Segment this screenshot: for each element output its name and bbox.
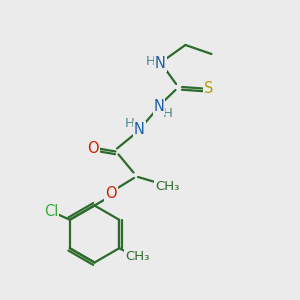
Text: O: O [105,186,117,201]
Text: H: H [163,106,173,120]
Text: N: N [155,56,166,71]
Text: N: N [154,99,164,114]
Text: CH₃: CH₃ [155,180,179,193]
Text: O: O [87,141,99,156]
Text: Cl: Cl [44,204,58,219]
Text: H: H [125,116,135,130]
Text: CH₃: CH₃ [125,250,149,263]
Text: S: S [204,81,213,96]
Text: N: N [134,122,145,137]
Text: H: H [146,55,156,68]
